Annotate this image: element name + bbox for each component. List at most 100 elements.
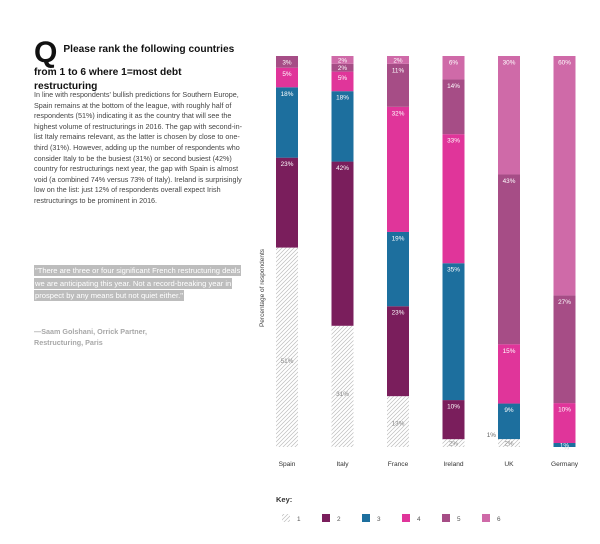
bar-italy-rank-1 bbox=[331, 325, 354, 447]
data-label-italy-rank-3: 18% bbox=[336, 95, 349, 102]
legend-label-6: 6 bbox=[497, 516, 501, 523]
data-label-italy-rank-1: 31% bbox=[336, 391, 349, 398]
legend-label-1: 1 bbox=[297, 516, 301, 523]
legend-swatch-1 bbox=[282, 514, 290, 522]
data-label-uk-rank-4: 15% bbox=[503, 348, 516, 355]
category-label-ireland: Ireland bbox=[443, 461, 463, 468]
data-label-spain-rank-3: 18% bbox=[281, 91, 294, 98]
bar-france-rank-5 bbox=[387, 63, 409, 107]
data-label-germany-rank-3: 1% bbox=[560, 443, 570, 450]
data-label-france-rank-6: 2% bbox=[393, 57, 403, 64]
data-label-france-rank-1: 13% bbox=[392, 421, 405, 428]
bar-spain-rank-3 bbox=[276, 87, 298, 158]
legend-swatch-5 bbox=[442, 514, 450, 522]
legend-label-5: 5 bbox=[457, 516, 461, 523]
data-label-ireland-rank-1: 2% bbox=[449, 441, 459, 448]
legend-swatch-3 bbox=[362, 514, 370, 522]
data-label-ireland-rank-4: 33% bbox=[447, 138, 460, 145]
data-label-germany-rank-5: 27% bbox=[558, 299, 571, 306]
question-letter: Q bbox=[34, 36, 58, 69]
bar-uk-rank-6 bbox=[498, 56, 520, 175]
legend: 1 2 3 4 5 6 bbox=[282, 514, 501, 523]
data-label-italy-rank-6: 2% bbox=[338, 57, 348, 64]
bar-spain-rank-2 bbox=[276, 157, 298, 248]
bar-italy-rank-6 bbox=[331, 56, 354, 64]
y-axis-label: Percentage of respondents bbox=[259, 248, 266, 327]
data-label-ireland-rank-3: 35% bbox=[447, 267, 460, 274]
data-label-germany-rank-6: 60% bbox=[558, 60, 571, 67]
bar-uk-rank-5 bbox=[498, 174, 520, 345]
bar-uk-rank-3 bbox=[498, 403, 520, 440]
bars-group: 51%23%18%5%3%31%42%18%5%2%2%13%23%19%32%… bbox=[276, 56, 576, 452]
bar-ireland-rank-3 bbox=[442, 263, 465, 401]
data-label-uk-rank-3: 9% bbox=[504, 407, 514, 414]
category-label-germany: Germany bbox=[551, 461, 579, 468]
data-label-spain-rank-1: 51% bbox=[281, 358, 294, 365]
data-label-italy-rank-5: 2% bbox=[338, 65, 348, 72]
pull-quote-text: "There are three or four significant Fre… bbox=[34, 265, 242, 302]
quote-attribution: —Saam Golshani, Orrick Partner, Restruct… bbox=[34, 326, 234, 348]
bar-germany-rank-5 bbox=[553, 295, 576, 404]
data-label-ireland-rank-5: 14% bbox=[447, 83, 460, 90]
data-label-uk-rank-1: 2% bbox=[504, 441, 514, 448]
data-label-germany-rank-1: 1% bbox=[560, 445, 570, 452]
data-label-ireland-rank-2: 10% bbox=[447, 404, 460, 411]
stacked-bar-chart: Percentage of respondents 51%23%18%5%3%3… bbox=[259, 56, 579, 523]
category-labels: Spain Italy France Ireland UK Germany bbox=[279, 461, 579, 468]
bar-france-rank-2 bbox=[387, 306, 409, 397]
bar-ireland-rank-1 bbox=[442, 439, 465, 447]
question-title-line2: from 1 to 6 where 1=most debt restructur… bbox=[34, 67, 182, 92]
bar-spain-rank-4 bbox=[276, 67, 298, 88]
legend-swatch-4 bbox=[402, 514, 410, 522]
data-label-germany-rank-4: 10% bbox=[558, 407, 571, 414]
data-label-france-rank-3: 19% bbox=[392, 235, 405, 242]
legend-label-3: 3 bbox=[377, 516, 381, 523]
bar-italy-rank-3 bbox=[331, 91, 354, 162]
body-text: In line with respondents' bullish predic… bbox=[34, 90, 243, 205]
data-label-spain-rank-4: 5% bbox=[282, 71, 292, 78]
data-label-germany-rank-2: 1% bbox=[560, 445, 570, 452]
bar-spain-rank-1 bbox=[276, 247, 298, 447]
bar-germany-rank-6 bbox=[553, 56, 576, 296]
legend-swatch-6 bbox=[482, 514, 490, 522]
data-label-uk-rank-5: 43% bbox=[503, 178, 516, 185]
legend-title: Key: bbox=[276, 495, 293, 504]
data-label-france-rank-5: 11% bbox=[392, 67, 405, 74]
bar-germany-rank-4 bbox=[553, 403, 576, 444]
bar-france-rank-4 bbox=[387, 106, 409, 232]
quote-attribution-line2: Restructuring, Paris bbox=[34, 338, 103, 347]
bar-italy-rank-2 bbox=[331, 161, 354, 326]
bar-ireland-rank-4 bbox=[442, 134, 465, 264]
question-title-line1: Please rank the following countries bbox=[63, 44, 235, 55]
category-label-uk: UK bbox=[504, 461, 514, 468]
bar-italy-rank-4 bbox=[331, 71, 354, 92]
data-label-italy-rank-4: 5% bbox=[338, 75, 348, 82]
bar-ireland-rank-6 bbox=[442, 56, 465, 80]
question-block: Q Please rank the following countries fr… bbox=[34, 36, 246, 94]
category-label-france: France bbox=[388, 461, 409, 468]
category-label-spain: Spain bbox=[279, 461, 296, 468]
legend-label-4: 4 bbox=[417, 516, 421, 523]
data-label-uk-rank-6: 30% bbox=[503, 60, 516, 67]
bar-spain-rank-5 bbox=[276, 56, 298, 68]
bar-uk-rank-1 bbox=[498, 439, 520, 447]
quote-attribution-line1: —Saam Golshani, Orrick Partner, bbox=[34, 327, 148, 336]
legend-label-2: 2 bbox=[337, 516, 341, 523]
outside-label-uk: 1% bbox=[487, 432, 497, 439]
data-label-italy-rank-2: 42% bbox=[336, 165, 349, 172]
bar-france-rank-1 bbox=[387, 396, 409, 447]
data-label-spain-rank-5: 3% bbox=[282, 60, 292, 67]
category-label-italy: Italy bbox=[336, 461, 349, 468]
bar-france-rank-3 bbox=[387, 231, 409, 307]
bar-uk-rank-4 bbox=[498, 344, 520, 404]
data-label-ireland-rank-6: 6% bbox=[449, 60, 459, 67]
data-label-spain-rank-2: 23% bbox=[281, 161, 294, 168]
legend-swatch-2 bbox=[322, 514, 330, 522]
data-label-france-rank-2: 23% bbox=[392, 310, 405, 317]
bar-france-rank-6 bbox=[387, 56, 409, 64]
bar-germany-rank-3 bbox=[553, 443, 576, 447]
bar-ireland-rank-2 bbox=[442, 400, 465, 440]
pull-quote: "There are three or four significant Fre… bbox=[34, 265, 246, 303]
bar-ireland-rank-5 bbox=[442, 79, 465, 135]
data-label-france-rank-4: 32% bbox=[392, 110, 405, 117]
